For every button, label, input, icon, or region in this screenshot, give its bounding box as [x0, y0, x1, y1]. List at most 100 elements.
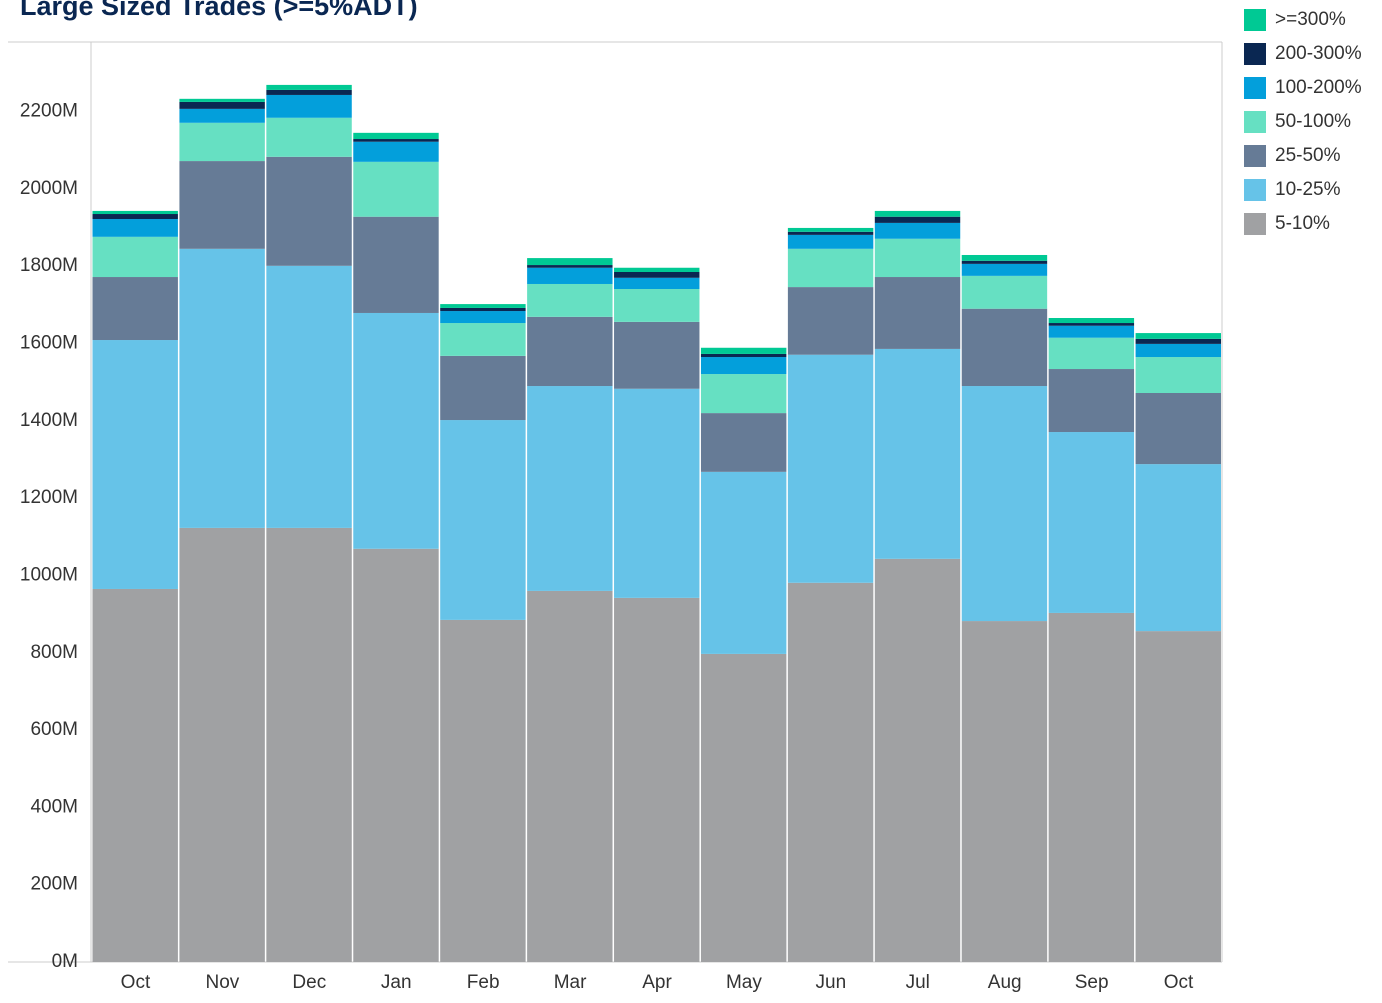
bar-segment [1048, 612, 1135, 962]
bar-segment [353, 132, 439, 140]
bar-segment [353, 161, 439, 217]
legend-label: 25-50% [1275, 145, 1341, 166]
legend-swatch [1244, 77, 1266, 99]
bar-segment [961, 275, 1048, 309]
x-tick-label: Jul [906, 972, 930, 993]
bar-segment [787, 354, 874, 583]
bar-segment [787, 231, 874, 235]
bar-segment [961, 260, 1048, 264]
bar-segment [92, 210, 178, 215]
y-tick-label: 1400M [20, 410, 78, 431]
legend-label: 10-25% [1275, 179, 1341, 200]
x-tick-label: Mar [554, 972, 587, 993]
bar-segment [353, 312, 439, 549]
bar-segment [700, 357, 787, 375]
bar-segment [527, 283, 613, 317]
bar-segment [874, 277, 961, 349]
bar-segment [92, 588, 178, 962]
bar-segment [1135, 631, 1221, 962]
x-tick-label: Feb [467, 972, 500, 993]
legend-swatch [1244, 145, 1266, 167]
x-tick-label: Jun [816, 972, 847, 993]
bar-segment [440, 355, 526, 421]
x-tick-label: Oct [1164, 972, 1194, 993]
x-tick-label: Dec [292, 972, 326, 993]
bar-segment [440, 311, 526, 324]
bar-segment [1048, 337, 1135, 370]
y-tick-label: 2000M [20, 178, 78, 199]
bar-segment [440, 304, 526, 308]
bar-segment [961, 254, 1048, 261]
bar-segment [92, 214, 178, 220]
legend-swatch [1244, 179, 1266, 201]
bar-segment [266, 156, 352, 266]
bar-segment [179, 248, 265, 528]
bar-segment [440, 619, 526, 962]
bar-segment [874, 348, 961, 559]
bar-segment [700, 413, 787, 472]
bar-segment [353, 548, 439, 962]
bar-segment [700, 653, 787, 962]
bar-segment [179, 161, 265, 249]
bar-segment [266, 84, 352, 90]
y-tick-label: 200M [30, 874, 78, 895]
chart-title: Large Sized Trades (>=5%ADT) [20, 0, 418, 21]
bar-segment [179, 98, 265, 102]
bar-segment [92, 219, 178, 237]
bar-segment [874, 216, 961, 223]
bar-segment [266, 94, 352, 118]
bar-segment [961, 263, 1048, 276]
bar-segment [700, 374, 787, 414]
bar-segment [179, 527, 265, 962]
legend-label: 5-10% [1275, 213, 1330, 234]
bar-segment [1135, 343, 1221, 358]
bar-segment [614, 277, 700, 290]
legend-label: 50-100% [1275, 111, 1351, 132]
bar-segment [787, 287, 874, 355]
bar-segment [92, 236, 178, 278]
bar-segment [440, 307, 526, 312]
bar-segment [1048, 323, 1135, 326]
x-tick-label: Jan [381, 972, 412, 993]
x-tick-label: Sep [1075, 972, 1109, 993]
bar-segment [92, 277, 178, 341]
bar-segment [1135, 338, 1221, 344]
bar-segment [1048, 369, 1135, 433]
x-tick-label: Aug [988, 972, 1022, 993]
bar-segment [1135, 464, 1221, 632]
bar-segment [440, 323, 526, 356]
y-tick-label: 2200M [20, 101, 78, 122]
bar-segment [353, 216, 439, 313]
bar-segment [874, 210, 961, 217]
bar-segment [1135, 392, 1221, 465]
x-tick-label: May [726, 972, 762, 993]
bar-segment [266, 527, 352, 962]
legend-swatch [1244, 9, 1266, 31]
bar-segment [787, 227, 874, 232]
bar-segment [92, 340, 178, 589]
bar-segment [527, 316, 613, 387]
bar-segment [527, 590, 613, 962]
bar-segment [353, 141, 439, 162]
y-tick-label: 0M [52, 951, 78, 972]
x-tick-label: Apr [642, 972, 672, 993]
legend-label: 100-200% [1275, 77, 1362, 98]
x-tick-label: Nov [205, 972, 239, 993]
bar-segment [179, 101, 265, 109]
bar-segment [614, 289, 700, 322]
legend-swatch [1244, 111, 1266, 133]
bar-segment [874, 238, 961, 278]
y-tick-label: 1600M [20, 333, 78, 354]
bar-segment [874, 222, 961, 239]
y-tick-label: 400M [30, 796, 78, 817]
y-tick-label: 1200M [20, 487, 78, 508]
bar-segment [1048, 432, 1135, 613]
bar-segment [527, 267, 613, 284]
bar-segment [614, 272, 700, 278]
bar-segment [266, 89, 352, 95]
y-tick-label: 1000M [20, 564, 78, 585]
bar-segment [874, 558, 961, 962]
bar-segment [787, 234, 874, 249]
bar-segment [787, 582, 874, 962]
